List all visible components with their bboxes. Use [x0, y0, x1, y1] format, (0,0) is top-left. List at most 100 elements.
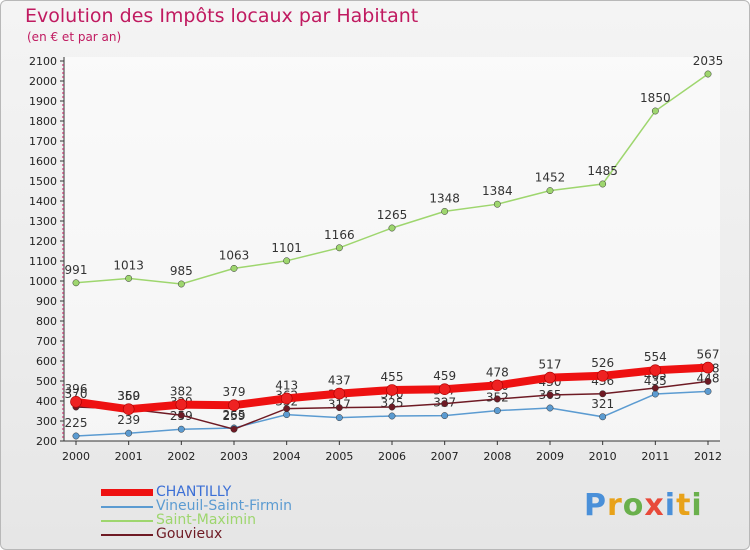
logo-letter: t: [676, 488, 692, 523]
data-point-saint-maximin: [546, 187, 554, 195]
proxiti-logo: Proxiti: [584, 488, 703, 523]
data-point-chantilly: [122, 403, 135, 416]
data-label-vineuil-saint-firmin: 225: [65, 416, 88, 430]
data-point-vineuil-saint-firmin: [493, 407, 501, 415]
logo-letter: P: [584, 488, 607, 523]
y-tick-label: 1300: [29, 215, 57, 228]
data-label-chantilly: 382: [170, 385, 193, 399]
data-label-saint-maximin: 985: [170, 264, 193, 278]
data-label-gouvieux: 370: [65, 387, 88, 401]
data-label-chantilly: 413: [275, 378, 298, 392]
legend-swatch: [101, 506, 153, 508]
data-point-chantilly: [596, 369, 609, 382]
data-label-chantilly: 478: [486, 365, 509, 379]
data-point-vineuil-saint-firmin: [704, 387, 712, 395]
x-tick-label: 2007: [431, 450, 459, 463]
data-label-saint-maximin: 1013: [113, 258, 144, 272]
data-label-gouvieux: 259: [223, 409, 246, 423]
legend-swatch: [101, 489, 153, 496]
data-point-chantilly: [491, 379, 504, 392]
logo-letter: i: [664, 488, 677, 523]
data-point-vineuil-saint-firmin: [388, 412, 396, 420]
y-tick-label: 600: [36, 355, 57, 368]
y-tick-label: 2100: [29, 55, 57, 68]
data-point-chantilly: [70, 395, 82, 408]
legend-label: Gouvieux: [156, 526, 223, 542]
data-label-gouvieux: 360: [117, 389, 140, 403]
y-tick-label: 300: [36, 415, 57, 428]
x-tick-label: 2000: [62, 450, 90, 463]
logo-letter: r: [607, 488, 623, 523]
chart-subtitle: (en € et par an): [27, 30, 122, 44]
data-point-saint-maximin: [283, 257, 291, 265]
data-label-chantilly: 396: [65, 382, 88, 396]
data-point-saint-maximin: [651, 107, 659, 115]
data-point-chantilly: [544, 371, 556, 384]
y-tick-label: 700: [36, 335, 57, 348]
data-point-gouvieux: [335, 404, 343, 412]
data-point-chantilly: [228, 399, 240, 412]
data-point-vineuil-saint-firmin: [441, 412, 449, 420]
legend-swatch: [101, 534, 153, 536]
data-point-gouvieux: [546, 391, 554, 399]
data-label-chantilly: 359: [117, 389, 140, 403]
data-label-saint-maximin: 1850: [640, 91, 671, 105]
legend-label: Saint-Maximin: [156, 512, 257, 528]
y-tick-label: 400: [36, 395, 57, 408]
data-point-gouvieux: [651, 384, 659, 392]
x-tick-label: 2001: [115, 450, 143, 463]
data-point-gouvieux: [230, 425, 238, 433]
x-tick-label: 2004: [273, 450, 301, 463]
logo-letter: o: [622, 488, 645, 523]
y-tick-label: 1200: [29, 235, 57, 248]
data-label-chantilly: 379: [223, 385, 246, 399]
data-label-saint-maximin: 1348: [429, 191, 460, 205]
y-tick-label: 1600: [29, 155, 57, 168]
data-point-vineuil-saint-firmin: [335, 414, 343, 422]
data-point-vineuil-saint-firmin: [546, 404, 554, 412]
data-point-saint-maximin: [388, 224, 396, 232]
data-point-saint-maximin: [230, 264, 238, 272]
data-point-chantilly: [649, 364, 662, 377]
data-point-vineuil-saint-firmin: [651, 390, 659, 398]
y-tick-label: 1400: [29, 195, 57, 208]
data-point-gouvieux: [177, 411, 185, 419]
x-tick-label: 2009: [536, 450, 564, 463]
data-label-chantilly: 517: [539, 358, 562, 372]
data-label-saint-maximin: 1485: [587, 164, 618, 178]
data-label-saint-maximin: 1265: [377, 208, 408, 222]
data-label-chantilly: 459: [433, 369, 456, 383]
data-label-chantilly: 526: [591, 356, 614, 370]
data-point-vineuil-saint-firmin: [599, 413, 607, 421]
data-point-saint-maximin: [441, 207, 449, 215]
y-tick-label: 1100: [29, 255, 57, 268]
chart-title: Evolution des Impôts locaux par Habitant: [25, 5, 419, 27]
x-tick-label: 2010: [589, 450, 617, 463]
data-point-saint-maximin: [72, 279, 80, 287]
data-point-chantilly: [280, 392, 293, 405]
legend-swatch: [101, 520, 153, 522]
data-label-saint-maximin: 1166: [324, 228, 355, 242]
y-tick-label: 2000: [29, 75, 57, 88]
data-point-saint-maximin: [335, 244, 343, 252]
data-point-chantilly: [175, 398, 188, 411]
data-label-chantilly: 437: [328, 374, 351, 388]
data-point-saint-maximin: [704, 70, 712, 78]
data-label-chantilly: 567: [697, 348, 720, 362]
x-tick-label: 2003: [220, 450, 248, 463]
logo-letter: x: [644, 488, 665, 523]
x-tick-label: 2005: [325, 450, 353, 463]
data-point-chantilly: [438, 383, 451, 396]
y-tick-label: 1500: [29, 175, 57, 188]
y-tick-label: 1800: [29, 115, 57, 128]
data-point-vineuil-saint-firmin: [125, 429, 133, 437]
x-tick-label: 2006: [378, 450, 406, 463]
y-tick-label: 1900: [29, 95, 57, 108]
data-point-gouvieux: [599, 390, 607, 398]
data-label-vineuil-saint-firmin: 321: [591, 397, 614, 411]
legend-label: Vineuil-Saint-Firmin: [156, 498, 292, 514]
data-point-gouvieux: [283, 405, 291, 413]
data-point-chantilly: [702, 361, 714, 374]
